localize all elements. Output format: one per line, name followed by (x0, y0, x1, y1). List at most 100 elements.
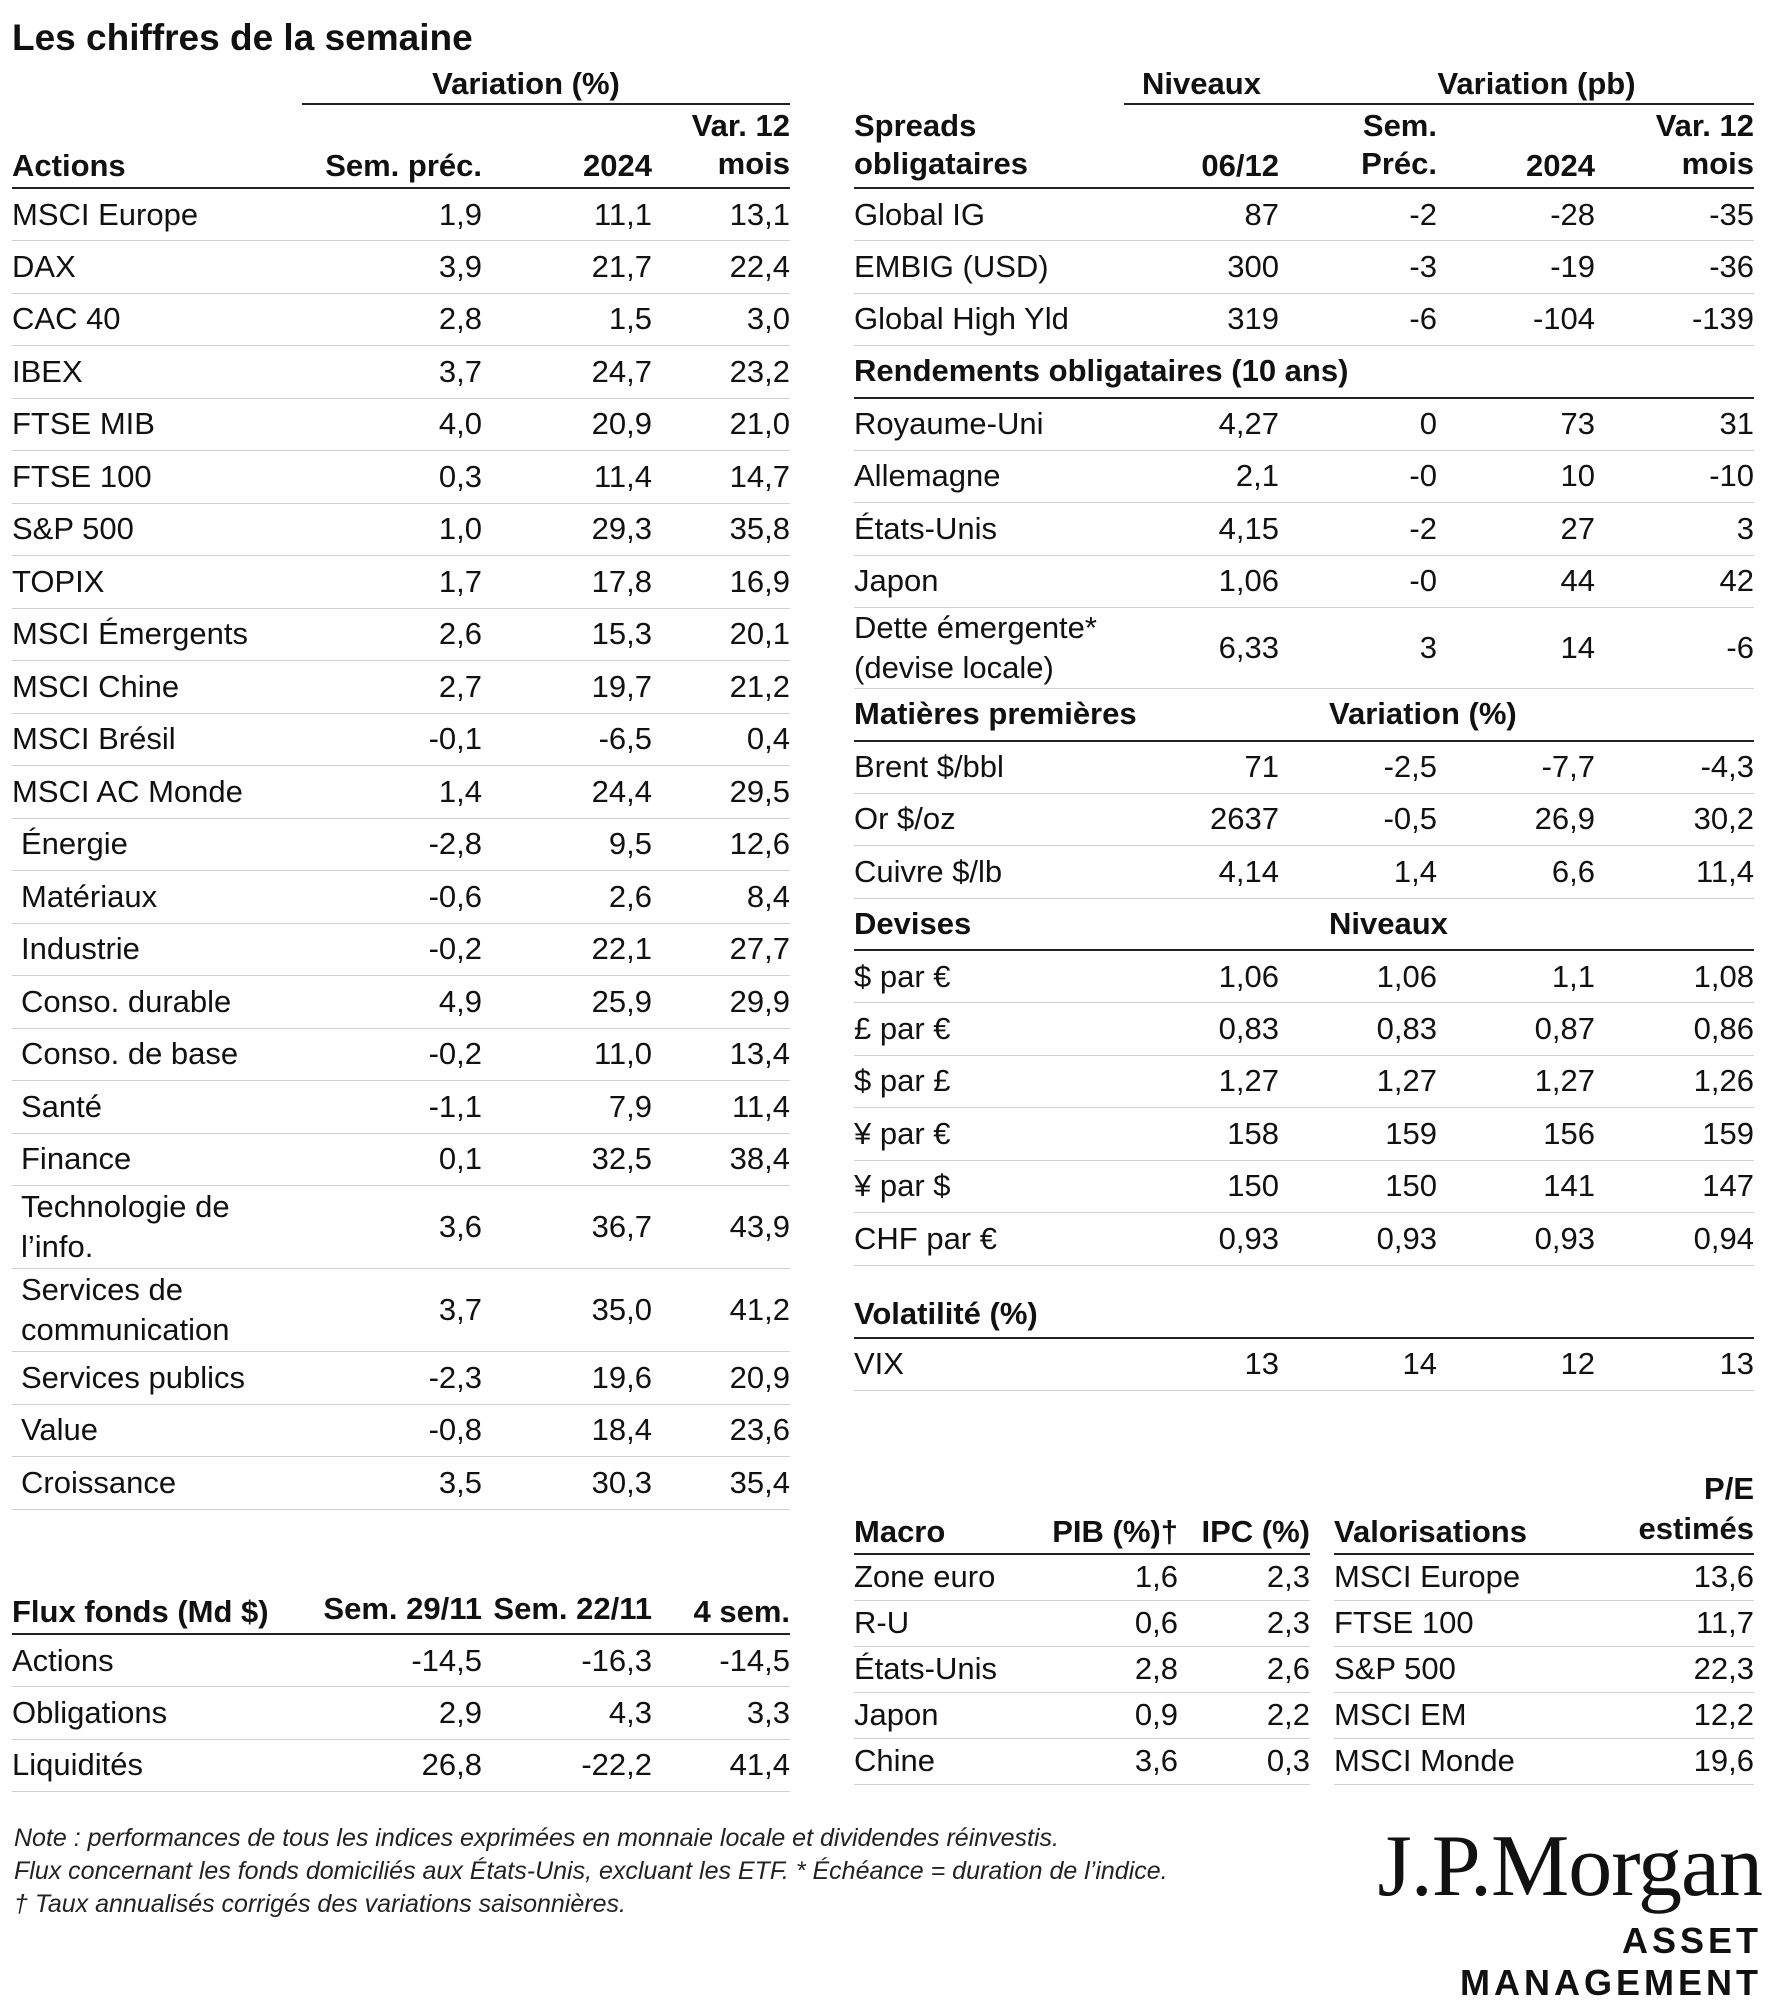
bonds-section-header: Devises Niveaux (854, 898, 1754, 951)
bonds-row-label: Or $/oz (854, 793, 1124, 846)
bonds-row-value: 10 (1437, 450, 1595, 503)
macro-row-value: 1,6 (1034, 1554, 1178, 1601)
flows-row-value: 4,3 (482, 1686, 652, 1740)
equities-row-value: 2,6 (302, 608, 482, 661)
bonds-row-label: Global High Yld (854, 293, 1124, 346)
bonds-row-value: 11,4 (1595, 845, 1754, 899)
valuations-row-label: MSCI Monde (1334, 1738, 1604, 1785)
bonds-row-value: 1,06 (1279, 950, 1437, 1003)
bonds-table: Niveaux Variation (pb) Spreads obligatai… (854, 60, 1754, 1266)
equities-row: Services de communication 3,7 35,0 41,2 (12, 1268, 790, 1352)
bonds-row-value: 6,33 (1124, 607, 1279, 689)
bonds-row-value: 14 (1437, 607, 1595, 689)
valuations-row-value: 12,2 (1604, 1692, 1754, 1739)
bonds-row-label: Brent $/bbl (854, 740, 1124, 794)
equities-row-value: -2,8 (302, 818, 482, 871)
equities-header-ytd: 2024 (482, 104, 652, 189)
valuations-row-label: S&P 500 (1334, 1646, 1604, 1693)
equities-row: Industrie -0,2 22,1 27,7 (12, 923, 790, 976)
bonds-section-title: Devises (854, 898, 1279, 951)
bonds-row-value: -7,7 (1437, 740, 1595, 794)
equities-row-value: 20,9 (482, 398, 652, 451)
volatility-row-label: VIX (854, 1338, 1124, 1391)
bonds-row-value: 1,27 (1279, 1055, 1437, 1108)
equities-row: MSCI Europe 1,9 11,1 13,1 (12, 188, 790, 241)
bonds-row-value: -4,3 (1595, 740, 1754, 794)
footnote-line-1: Note : performances de tous les indices … (14, 1824, 1059, 1852)
equities-row-value: 21,7 (482, 240, 652, 294)
bonds-row-value: 0,83 (1124, 1002, 1279, 1056)
bonds-row: Or $/oz 2637 -0,5 26,9 30,2 (854, 793, 1754, 846)
equities-row: MSCI Brésil -0,1 -6,5 0,4 (12, 713, 790, 766)
bonds-row: Global High Yld 319 -6 -104 -139 (854, 293, 1754, 346)
volatility-row-value: 13 (1595, 1338, 1755, 1391)
equities-row-value: 13,1 (652, 188, 790, 241)
flows-row: Obligations 2,9 4,3 3,3 (12, 1686, 790, 1740)
equities-row-value: 15,3 (482, 608, 652, 661)
equities-row-value: 11,4 (482, 450, 652, 504)
macro-row-value: 0,6 (1034, 1600, 1178, 1647)
equities-row-value: 18,4 (482, 1404, 652, 1457)
bonds-row-label: Dette émergente* (devise locale) (854, 607, 1124, 689)
equities-row-value: 23,6 (652, 1404, 790, 1457)
macro-row-value: 2,3 (1178, 1554, 1310, 1601)
equities-row: Croissance 3,5 30,3 35,4 (12, 1456, 790, 1510)
bonds-row-value: 87 (1124, 188, 1279, 241)
equities-row-value: 21,0 (652, 398, 790, 451)
flows-row-label: Liquidités (12, 1739, 302, 1792)
valuations-row-label: FTSE 100 (1334, 1600, 1604, 1647)
equities-row-value: 19,6 (482, 1351, 652, 1405)
macro-row-label: Zone euro (854, 1554, 1034, 1601)
flows-row-value: -22,2 (482, 1739, 652, 1792)
equities-row-value: 9,5 (482, 818, 652, 871)
flows-header-label: Flux fonds (Md $) (12, 1544, 302, 1635)
equities-row: MSCI AC Monde 1,4 24,4 29,5 (12, 765, 790, 819)
bonds-section-subtitle: Variation (%) (1279, 688, 1754, 742)
bonds-section-title: Rendements obligataires (10 ans) (854, 345, 1754, 399)
equities-row-value: 29,5 (652, 765, 790, 819)
bonds-row: Dette émergente* (devise locale) 6,33 3 14-… (854, 607, 1754, 689)
valuations-row: FTSE 100 11,7 (1334, 1600, 1754, 1647)
equities-row-label: DAX (12, 240, 302, 294)
equities-row-value: 3,5 (302, 1456, 482, 1510)
bonds-row-label: ¥ par € (854, 1107, 1124, 1161)
equities-row-label: Santé (12, 1080, 302, 1134)
bonds-section-header: Rendements obligataires (10 ans) (854, 345, 1754, 399)
bonds-header-12m: Var. 12 mois (1595, 104, 1754, 189)
equities-row-value: 4,0 (302, 398, 482, 451)
equities-row: Services publics -2,3 19,6 20,9 (12, 1351, 790, 1405)
equities-row: FTSE 100 0,3 11,4 14,7 (12, 450, 790, 504)
bonds-row-value: 1,06 (1124, 555, 1279, 608)
equities-row-value: 3,7 (302, 345, 482, 399)
macro-header-gdp: PIB (%)† (1034, 1462, 1178, 1555)
equities-row-label: MSCI AC Monde (12, 765, 302, 819)
bonds-section-header: Matières premières Variation (%) (854, 688, 1754, 742)
bonds-row-label: Allemagne (854, 450, 1124, 503)
macro-row: Japon 0,9 2,2 (854, 1692, 1310, 1739)
equities-row-value: -0,6 (302, 870, 482, 924)
bonds-header-level: 06/12 (1124, 104, 1279, 189)
equities-row-value: 3,6 (302, 1185, 482, 1269)
bonds-row: £ par €0,83 0,83 0,87 0,86 (854, 1002, 1754, 1056)
equities-row-value: 29,9 (652, 975, 790, 1029)
macro-row-label: États-Unis (854, 1646, 1034, 1693)
valuations-row: MSCI EM 12,2 (1334, 1692, 1754, 1739)
bonds-row-value: -0 (1279, 555, 1437, 608)
bonds-row-value: -0 (1279, 450, 1437, 503)
equities-row-label: Matériaux (12, 870, 302, 924)
bonds-row-label: États-Unis (854, 502, 1124, 556)
equities-row-value: 24,4 (482, 765, 652, 819)
bonds-header-ytd: 2024 (1437, 104, 1595, 189)
bonds-row-value: 4,14 (1124, 845, 1279, 899)
bonds-row-label: EMBIG (USD) (854, 240, 1124, 294)
bonds-row: Japon 1,06 -0 44 42 (854, 555, 1754, 608)
bonds-row-value: 159 (1595, 1107, 1754, 1161)
equities-row-label: S&P 500 (12, 503, 302, 556)
bonds-row-value: -3 (1279, 240, 1437, 294)
equities-row-value: 1,7 (302, 555, 482, 609)
flows-header-w1: Sem. 29/11 (302, 1544, 482, 1635)
bonds-row: Royaume-Uni 4,27 0 73 31 (854, 397, 1754, 451)
bonds-row-value: -6 (1279, 293, 1437, 346)
bonds-row: Brent $/bbl 71 -2,5 -7,7 -4,3 (854, 740, 1754, 794)
bonds-row: $ par €1,06 1,06 1,1 1,08 (854, 950, 1754, 1003)
